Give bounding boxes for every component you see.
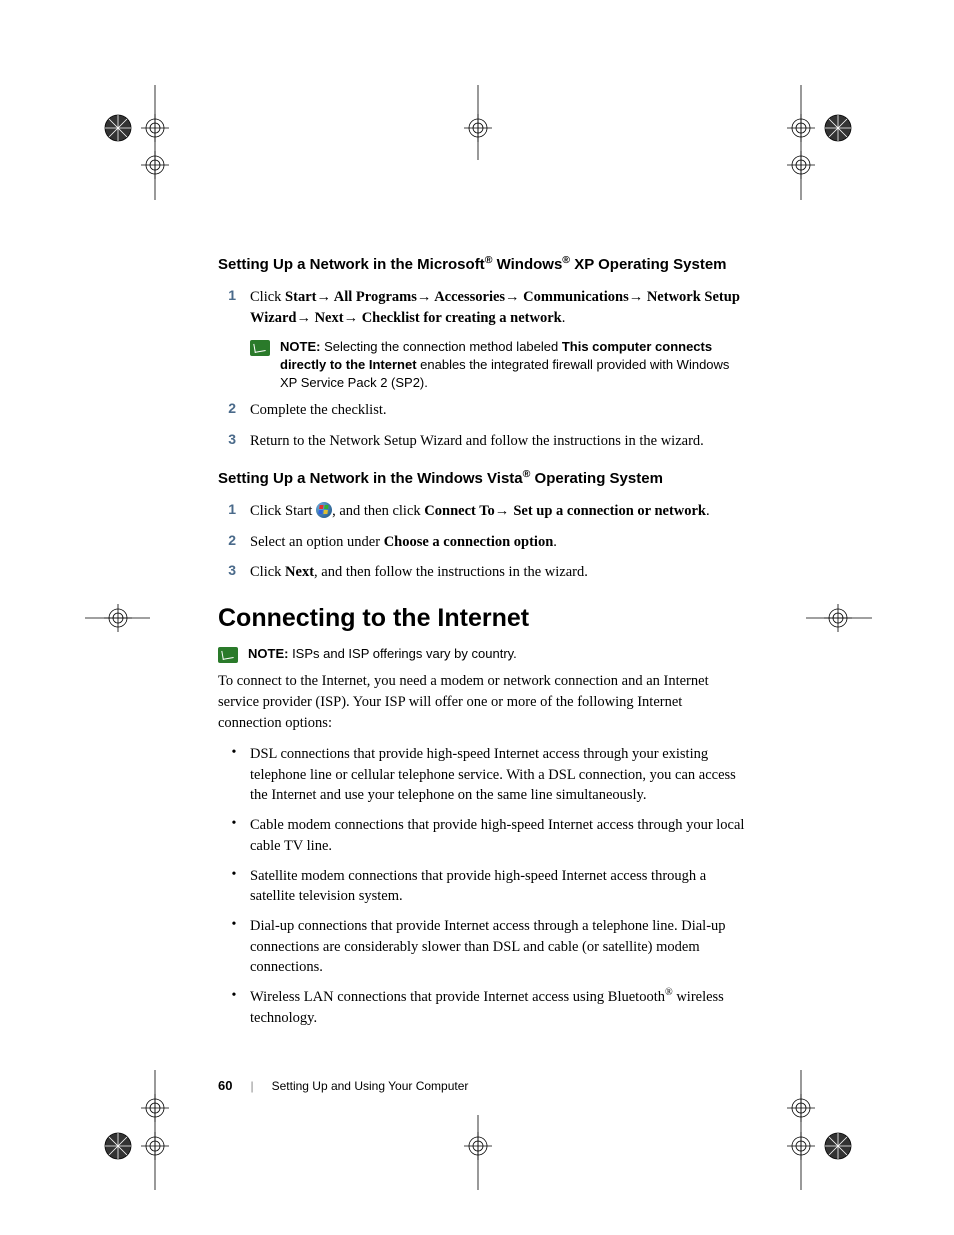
step-number: 3 bbox=[218, 562, 250, 582]
subheading-vista: Setting Up a Network in the Windows Vist… bbox=[218, 469, 748, 489]
step-body: Select an option under Choose a connecti… bbox=[250, 532, 748, 552]
bullet-text: Wireless LAN connections that provide In… bbox=[250, 987, 748, 1028]
xp-steps: 1 Click Start→ All Programs→ Accessories… bbox=[218, 287, 748, 328]
heading-text: Windows bbox=[492, 256, 562, 273]
text: Click Start bbox=[250, 503, 316, 519]
step-number: 2 bbox=[218, 400, 250, 420]
footer-separator: | bbox=[250, 1079, 253, 1093]
list-item: 1 Click Start→ All Programs→ Accessories… bbox=[218, 287, 748, 328]
bullet-icon: • bbox=[218, 815, 250, 856]
heading-text: Setting Up a Network in the Microsoft bbox=[218, 256, 485, 273]
text: Selecting the connection method labeled bbox=[324, 339, 562, 354]
vista-steps: 1 Click Start , and then click Connect T… bbox=[218, 501, 748, 582]
reg-mark: ® bbox=[665, 988, 673, 999]
list-item: •Cable modem connections that provide hi… bbox=[218, 815, 748, 856]
note-icon bbox=[250, 340, 270, 356]
xp-steps-cont: 2 Complete the checklist. 3 Return to th… bbox=[218, 400, 748, 451]
intro-paragraph: To connect to the Internet, you need a m… bbox=[218, 671, 748, 734]
step-number: 1 bbox=[218, 287, 250, 328]
text: ISPs and ISP offerings vary by country. bbox=[292, 646, 517, 661]
vista-logo-icon bbox=[316, 502, 332, 518]
text-bold: Next bbox=[285, 564, 314, 580]
note-text: NOTE: Selecting the connection method la… bbox=[280, 338, 748, 393]
bullet-text: Dial-up connections that provide Interne… bbox=[250, 916, 748, 977]
note-icon bbox=[218, 647, 238, 663]
note-box: NOTE: Selecting the connection method la… bbox=[250, 338, 748, 393]
reg-mark: ® bbox=[562, 254, 570, 266]
text-bold: Set up a connection or network bbox=[513, 503, 706, 519]
connection-options: •DSL connections that provide high-speed… bbox=[218, 744, 748, 1028]
text: Click bbox=[250, 564, 285, 580]
text-bold: Connect To bbox=[424, 503, 495, 519]
list-item: •Satellite modem connections that provid… bbox=[218, 866, 748, 907]
list-item: 3 Click Next, and then follow the instru… bbox=[218, 562, 748, 582]
text-bold: Choose a connection option bbox=[384, 534, 554, 550]
list-item: 2 Complete the checklist. bbox=[218, 400, 748, 420]
step-number: 2 bbox=[218, 532, 250, 552]
note-text: NOTE: ISPs and ISP offerings vary by cou… bbox=[248, 645, 517, 663]
list-item: 2 Select an option under Choose a connec… bbox=[218, 532, 748, 552]
bullet-text: Cable modem connections that provide hig… bbox=[250, 815, 748, 856]
step-body: Complete the checklist. bbox=[250, 400, 748, 420]
bullet-icon: • bbox=[218, 744, 250, 805]
text: . bbox=[553, 534, 557, 550]
page-number: 60 bbox=[218, 1078, 232, 1093]
bullet-text: DSL connections that provide high-speed … bbox=[250, 744, 748, 805]
heading-connecting: Connecting to the Internet bbox=[218, 604, 748, 633]
subheading-xp: Setting Up a Network in the Microsoft ® W… bbox=[218, 255, 748, 275]
list-item: •Wireless LAN connections that provide I… bbox=[218, 987, 748, 1028]
bullet-icon: • bbox=[218, 987, 250, 1028]
note-box: NOTE: ISPs and ISP offerings vary by cou… bbox=[218, 645, 748, 663]
note-label: NOTE: bbox=[248, 646, 292, 661]
text: . bbox=[706, 503, 710, 519]
bullet-icon: • bbox=[218, 916, 250, 977]
step-number: 1 bbox=[218, 501, 250, 521]
list-item: 1 Click Start , and then click Connect T… bbox=[218, 501, 748, 521]
bullet-icon: • bbox=[218, 866, 250, 907]
footer-section: Setting Up and Using Your Computer bbox=[272, 1079, 469, 1093]
note-label: NOTE: bbox=[280, 339, 324, 354]
step-body: Click Start→ All Programs→ Accessories→ … bbox=[250, 287, 748, 328]
text: , and then follow the instructions in th… bbox=[314, 564, 588, 580]
step-body: Return to the Network Setup Wizard and f… bbox=[250, 431, 748, 451]
step-body: Click Next, and then follow the instruct… bbox=[250, 562, 748, 582]
text: Click bbox=[250, 289, 285, 305]
text: , and then click bbox=[332, 503, 424, 519]
step-body: Click Start , and then click Connect To→… bbox=[250, 501, 748, 521]
page-footer: 60 | Setting Up and Using Your Computer bbox=[218, 1078, 468, 1093]
menu-path: Start→ All Programs→ Accessories→ Commun… bbox=[250, 289, 740, 325]
list-item: 3 Return to the Network Setup Wizard and… bbox=[218, 431, 748, 451]
page-content: Setting Up a Network in the Microsoft ® W… bbox=[218, 255, 748, 1038]
bullet-text: Satellite modem connections that provide… bbox=[250, 866, 748, 907]
heading-text: Operating System bbox=[530, 470, 663, 487]
arrow: → bbox=[495, 503, 514, 519]
text: Select an option under bbox=[250, 534, 384, 550]
list-item: •Dial-up connections that provide Intern… bbox=[218, 916, 748, 977]
heading-text: Setting Up a Network in the Windows Vist… bbox=[218, 470, 523, 487]
step-number: 3 bbox=[218, 431, 250, 451]
text: . bbox=[562, 310, 566, 326]
heading-text: XP Operating System bbox=[570, 256, 726, 273]
text: Wireless LAN connections that provide In… bbox=[250, 989, 665, 1005]
list-item: •DSL connections that provide high-speed… bbox=[218, 744, 748, 805]
